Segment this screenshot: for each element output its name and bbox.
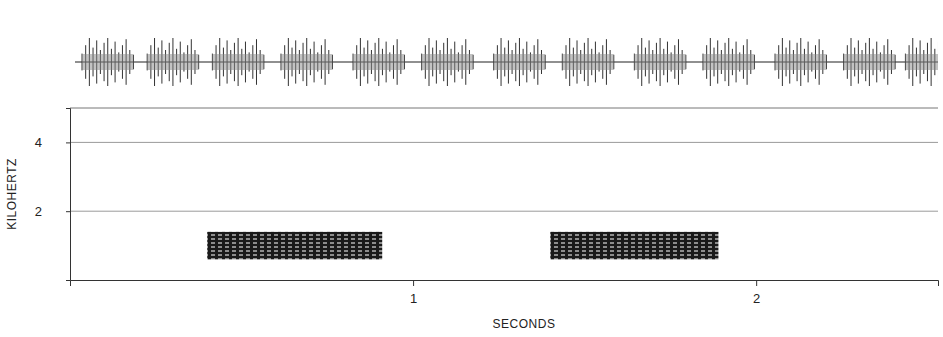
burst [703, 38, 754, 86]
burst-spikes [844, 38, 895, 86]
burst-spikes [422, 38, 473, 86]
y-tick-label: 2 [35, 204, 42, 219]
burst-body [212, 54, 263, 70]
y-tick-mark [66, 142, 70, 143]
x-axis-line [71, 281, 939, 287]
burst [82, 38, 133, 86]
pulse [550, 232, 718, 260]
burst-body [844, 54, 895, 70]
x-tick: 1 [410, 280, 417, 306]
y-tick: 2 [35, 204, 70, 219]
burst-body [775, 54, 826, 70]
y-axis: 24 [35, 109, 71, 281]
burst [281, 38, 332, 86]
y-axis-line [66, 109, 71, 281]
grid-line [70, 211, 938, 212]
burst [494, 38, 545, 86]
burst-spikes [905, 38, 938, 86]
grid-line [70, 142, 938, 143]
y-tick-label: 4 [35, 135, 42, 150]
plot-area [207, 232, 718, 260]
burst [212, 38, 263, 86]
burst-spikes [494, 38, 545, 86]
burst-body [634, 54, 685, 70]
burst-spikes [703, 38, 754, 86]
burst-body [82, 54, 133, 70]
burst-spikes [82, 38, 133, 86]
burst-body [281, 54, 332, 70]
burst-body [422, 54, 473, 70]
burst-spikes [147, 38, 198, 86]
burst-body [147, 54, 198, 70]
burst [905, 38, 938, 86]
x-tick-label: 1 [410, 291, 417, 306]
x-axis-title: SECONDS [493, 317, 556, 331]
burst-spikes [212, 38, 263, 86]
burst-spikes [634, 38, 685, 86]
burst [422, 38, 473, 86]
x-tick-label: 2 [753, 291, 760, 306]
burst [634, 38, 685, 86]
y-axis-title: KILOHERTZ [5, 158, 19, 230]
burst [353, 38, 404, 86]
grid [70, 142, 938, 211]
burst-body [562, 54, 613, 70]
burst-body [905, 54, 938, 70]
burst-spikes [281, 38, 332, 86]
y-tick-mark [66, 211, 70, 212]
burst [562, 38, 613, 86]
burst-body [353, 54, 404, 70]
burst-body [703, 54, 754, 70]
oscillogram [75, 38, 938, 86]
burst-spikes [353, 38, 404, 86]
burst-spikes [775, 38, 826, 86]
burst [844, 38, 895, 86]
burst-spikes [562, 38, 613, 86]
burst [775, 38, 826, 86]
burst-body [494, 54, 545, 70]
y-tick: 4 [35, 135, 70, 150]
x-tick-mark [413, 280, 414, 286]
x-tick-mark [756, 280, 757, 286]
plot-frame-top [70, 108, 938, 109]
burst [147, 38, 198, 86]
pulse [207, 232, 382, 260]
x-axis: 12 [71, 280, 939, 306]
x-tick: 2 [753, 280, 760, 306]
